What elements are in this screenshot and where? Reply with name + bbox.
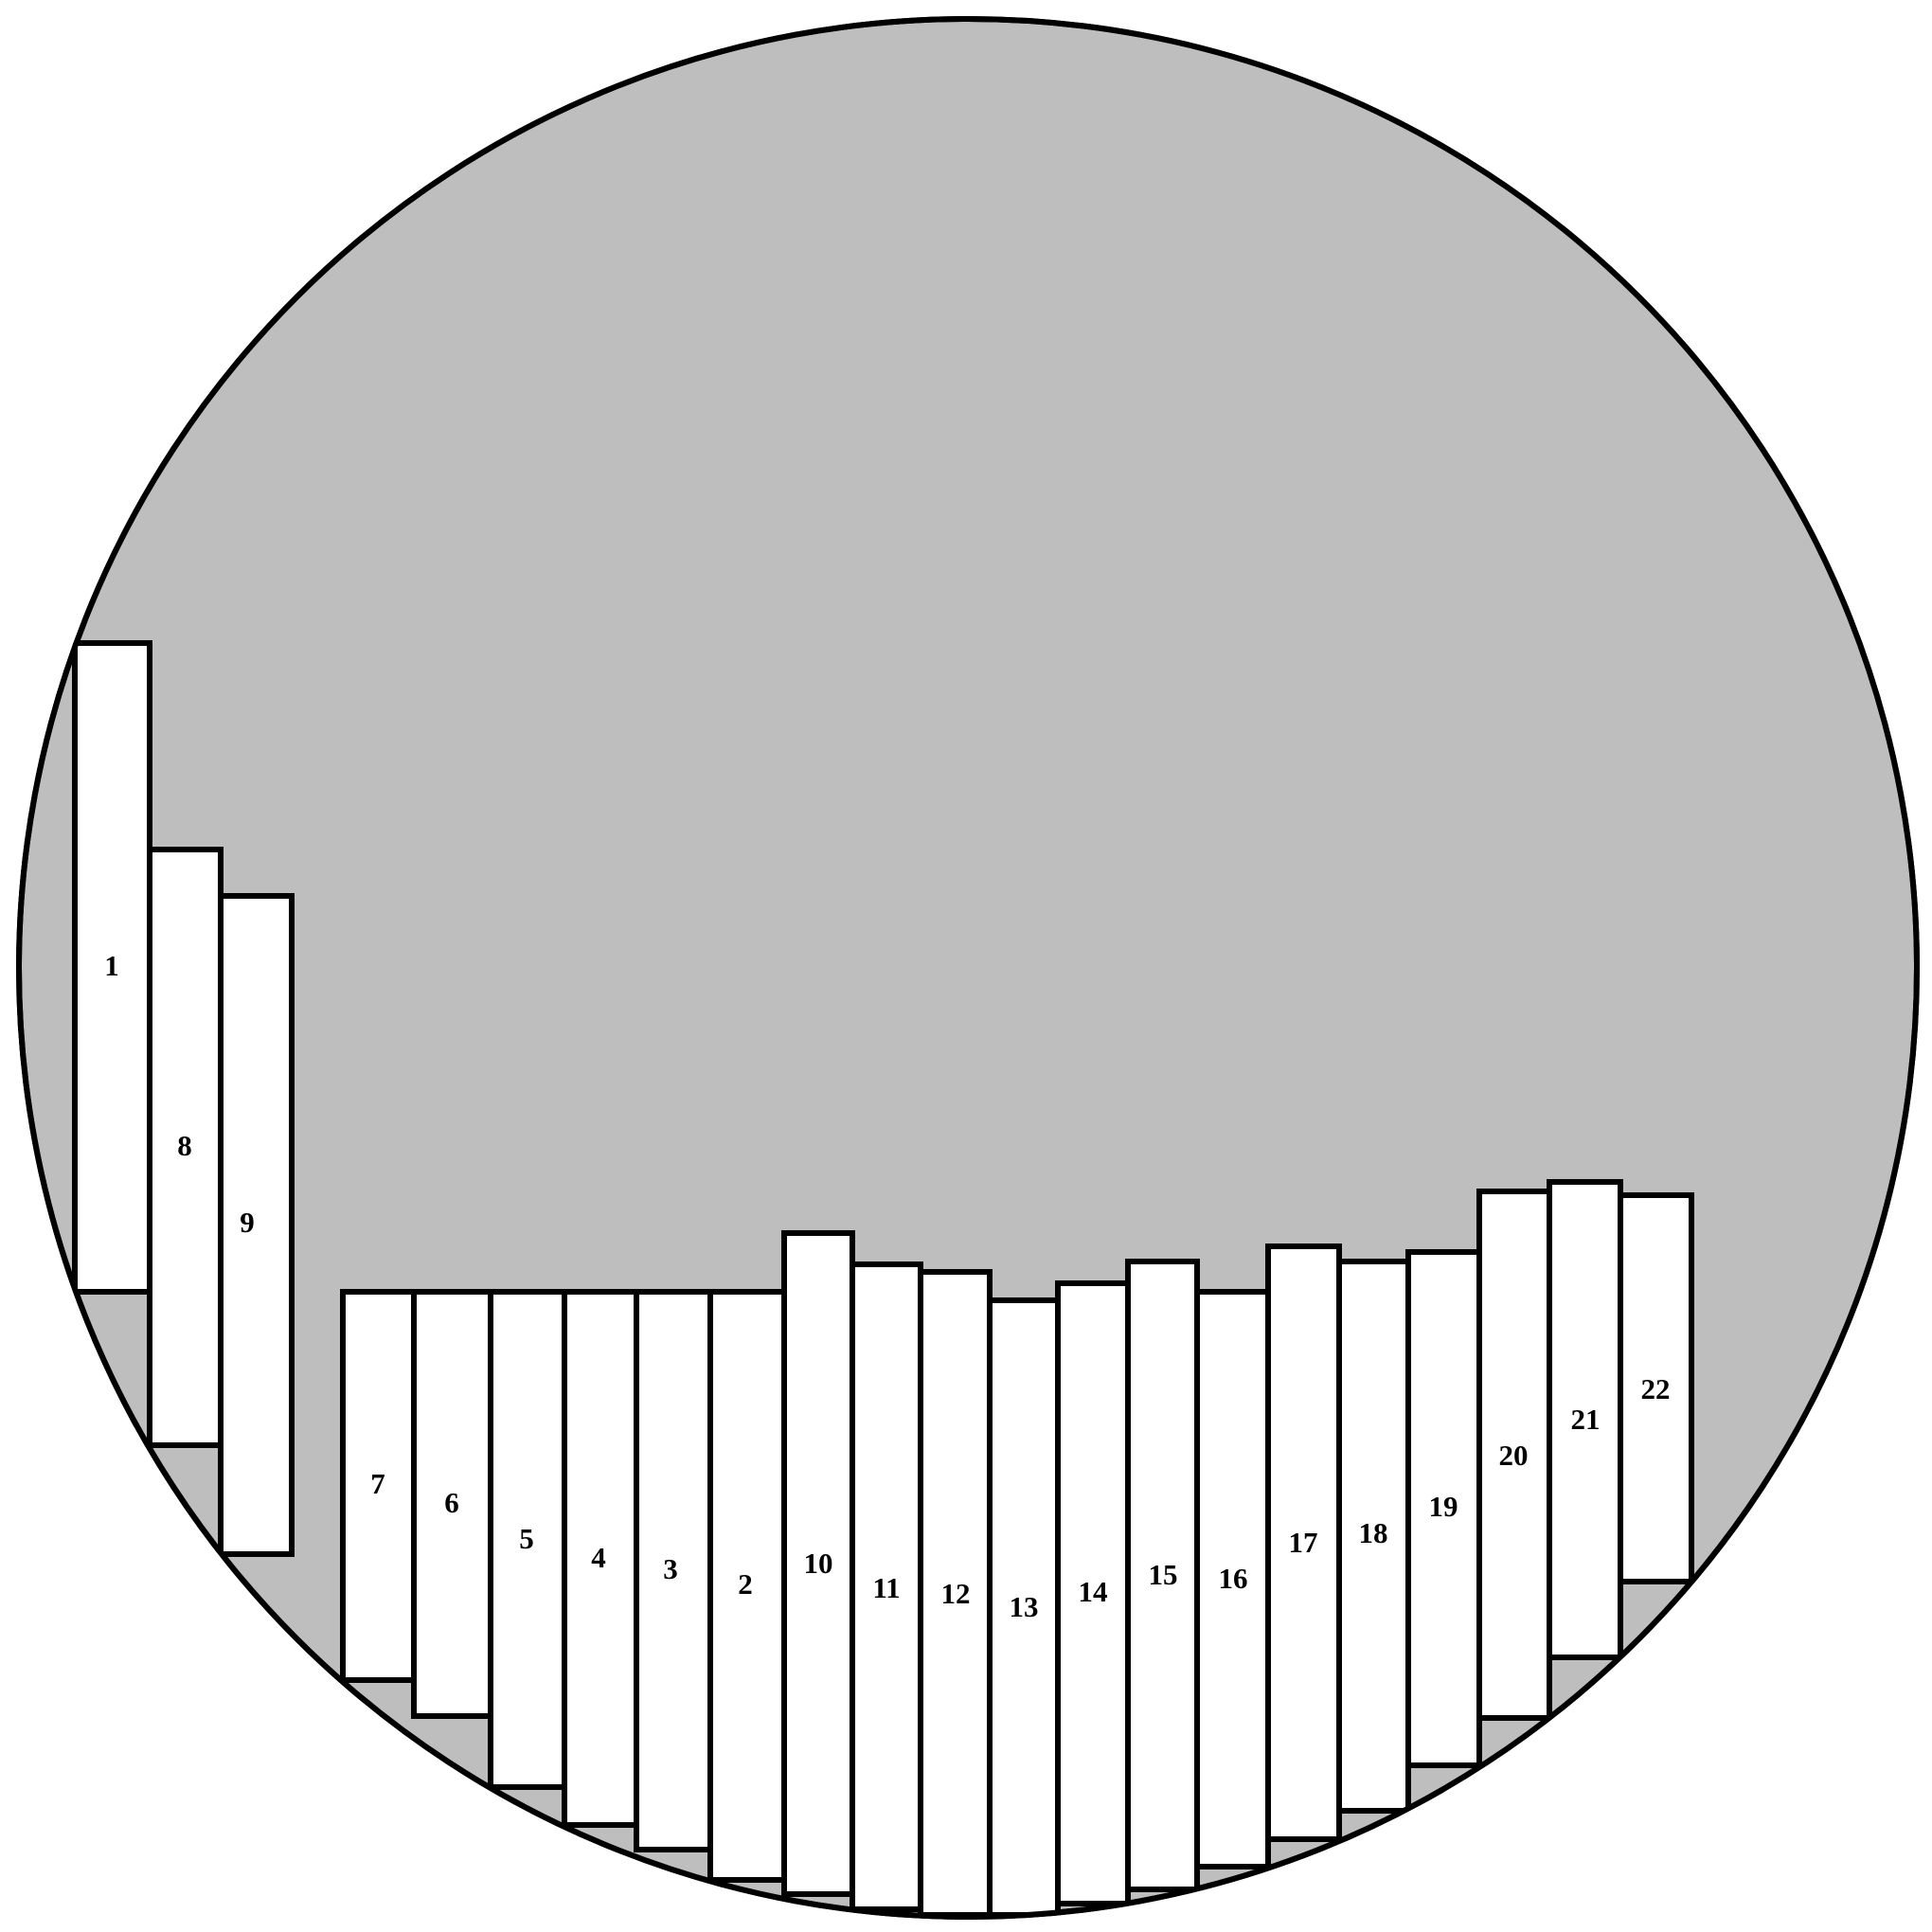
strip-label-14: 14 (1079, 1575, 1108, 1608)
strip-18 (1336, 1259, 1411, 1814)
strip-label-6: 6 (444, 1486, 459, 1519)
strip-label-21: 21 (1571, 1403, 1601, 1436)
strip-label-12: 12 (941, 1577, 971, 1610)
strip-label-5: 5 (519, 1522, 534, 1555)
strip-label-18: 18 (1359, 1516, 1388, 1549)
strip-label-10: 10 (804, 1547, 833, 1580)
strip-label-9: 9 (240, 1206, 255, 1239)
strip-label-17: 17 (1289, 1526, 1318, 1559)
strip-label-1: 1 (104, 949, 119, 982)
strip-label-2: 2 (738, 1567, 753, 1601)
strip-12 (918, 1269, 993, 1917)
strip-9 (218, 893, 295, 1557)
strip-label-4: 4 (591, 1541, 606, 1574)
strip-7 (340, 1289, 417, 1683)
strip-10 (781, 1230, 855, 1897)
strip-11 (850, 1261, 923, 1912)
strip-label-22: 22 (1641, 1372, 1671, 1405)
strips-layer (72, 640, 1694, 1917)
strip-15 (1125, 1259, 1200, 1892)
strip-21 (1547, 1179, 1623, 1660)
strip-label-13: 13 (1010, 1590, 1039, 1623)
strip-label-16: 16 (1219, 1562, 1248, 1595)
strip-label-7: 7 (370, 1467, 385, 1500)
strip-22 (1618, 1192, 1694, 1584)
strip-1 (72, 640, 152, 1295)
strip-3 (634, 1289, 713, 1852)
strip-label-8: 8 (177, 1129, 192, 1162)
strip-8 (147, 847, 224, 1448)
strip-14 (1055, 1280, 1131, 1906)
strip-16 (1194, 1289, 1271, 1869)
strip-label-19: 19 (1429, 1490, 1458, 1523)
strip-label-3: 3 (663, 1552, 678, 1585)
disc-outline (16, 16, 1920, 1920)
strip-6 (411, 1289, 493, 1719)
strip-label-20: 20 (1499, 1439, 1529, 1472)
strip-label-15: 15 (1149, 1558, 1178, 1591)
strip-17 (1265, 1243, 1342, 1842)
strip-label-11: 11 (872, 1571, 900, 1604)
strip-5 (488, 1289, 567, 1790)
strip-19 (1405, 1249, 1482, 1768)
